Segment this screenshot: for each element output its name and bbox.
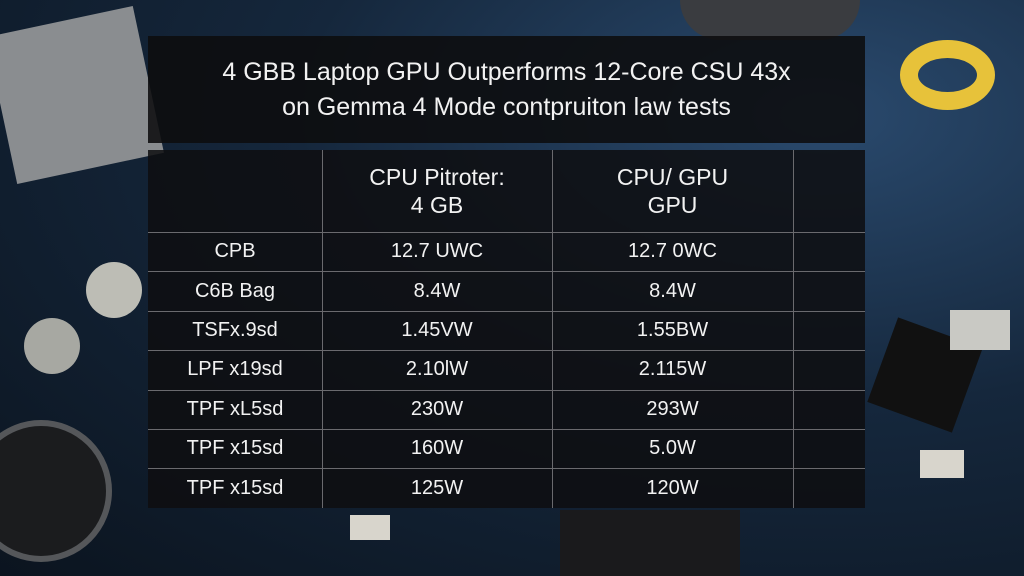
row-divider bbox=[148, 429, 865, 430]
value-cell: 125W bbox=[410, 476, 464, 499]
value-cell: 5.0W bbox=[649, 437, 696, 460]
value-cell: 8.4W bbox=[413, 279, 461, 302]
chip bbox=[560, 510, 740, 576]
value-cell: 2.115W bbox=[638, 358, 707, 381]
row-divider bbox=[148, 350, 865, 352]
value-cell: 230W bbox=[410, 397, 464, 420]
component bbox=[680, 0, 860, 40]
column-divider bbox=[322, 150, 323, 508]
row-divider bbox=[148, 310, 865, 312]
header-line: CPU Pitroter: bbox=[369, 164, 505, 190]
title-banner: 4 GBB Laptop GPU Outperforms 12-Core CSU… bbox=[148, 36, 865, 143]
value-cell: 2.10lW bbox=[405, 358, 469, 381]
value-cell: 1.45VW bbox=[401, 318, 473, 341]
row-divider bbox=[148, 232, 865, 233]
row-label: LPF x19sd bbox=[187, 358, 283, 381]
value-cell: 12.7 0WC bbox=[628, 240, 717, 263]
header-line: CPU/ GPU bbox=[616, 164, 729, 190]
value-cell: 12.7 UWC bbox=[390, 240, 484, 263]
component bbox=[920, 450, 964, 478]
header-line: 4 GB bbox=[410, 192, 464, 218]
value-cell: 160W bbox=[410, 437, 464, 460]
title-line: on Gemma 4 Mode contpruiton law tests bbox=[282, 92, 731, 121]
component bbox=[950, 310, 1010, 350]
capacitor bbox=[86, 262, 142, 318]
value-cell: 8.4W bbox=[649, 279, 696, 302]
header-cell: CPU/ GPU GPU bbox=[552, 150, 793, 232]
row-label: CPB bbox=[214, 240, 256, 263]
header-cell: CPU Pitroter: 4 GB bbox=[322, 150, 552, 232]
value-cell: 1.55BW bbox=[636, 318, 709, 341]
logo-ring bbox=[900, 40, 995, 110]
title-line: 4 GBB Laptop GPU Outperforms 12-Core CSU… bbox=[222, 57, 791, 86]
row-label: TPF x15sd bbox=[186, 476, 284, 499]
column-divider bbox=[793, 150, 794, 508]
row-label: TSFx.9sd bbox=[192, 318, 278, 341]
row-divider bbox=[148, 389, 865, 391]
row-divider bbox=[148, 468, 865, 470]
value-cell: 120W bbox=[646, 476, 699, 499]
component bbox=[350, 515, 390, 540]
header-line: GPU bbox=[647, 192, 698, 218]
capacitor bbox=[0, 420, 112, 562]
value-cell: 293W bbox=[646, 397, 699, 420]
column-divider bbox=[552, 150, 553, 508]
chip bbox=[0, 6, 164, 184]
row-divider bbox=[148, 271, 865, 273]
table: CPU Pitroter: 4 GB CPU/ GPU GPU CPB 12.7 UWC 1… bbox=[148, 150, 865, 508]
row-label: C6B Bag bbox=[194, 279, 276, 302]
row-label: TPF xL5sd bbox=[186, 397, 284, 420]
capacitor bbox=[24, 318, 80, 374]
row-label: TPF x15sd bbox=[186, 437, 284, 460]
